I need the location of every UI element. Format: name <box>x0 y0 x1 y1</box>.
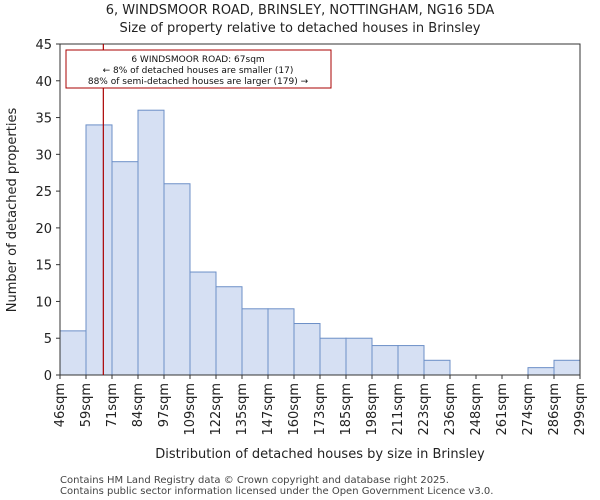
annotation-line-3: 88% of semi-detached houses are larger (… <box>88 77 309 87</box>
x-tick-label: 236sqm <box>443 383 458 436</box>
x-tick-label: 109sqm <box>183 383 198 436</box>
bar-223sqm <box>423 359 451 376</box>
bar-173sqm <box>319 337 347 376</box>
x-axis-label: Distribution of detached houses by size … <box>155 447 485 462</box>
x-tick-label: 97sqm <box>157 383 172 427</box>
y-tick-label: 30 <box>35 148 52 163</box>
bar-84sqm <box>137 109 165 376</box>
annotation-line-1: 6 WINDSMOOR ROAD: 67sqm <box>131 55 264 65</box>
bar-46sqm <box>59 330 87 376</box>
y-tick-label: 45 <box>35 38 52 53</box>
annotation-box: 6 WINDSMOOR ROAD: 67sqm ← 8% of detached… <box>65 49 332 89</box>
footer-line-1: Contains HM Land Registry data © Crown c… <box>60 475 449 486</box>
bar-286sqm <box>553 359 581 376</box>
y-axis-ticks: 0 5 10 15 20 25 30 35 40 45 <box>35 38 60 384</box>
annotation-frame <box>65 49 332 89</box>
x-tick-label: 261sqm <box>495 383 510 436</box>
x-tick-label: 274sqm <box>521 383 536 436</box>
x-tick-label: 59sqm <box>79 383 94 427</box>
x-tick-label: 46sqm <box>53 383 68 427</box>
x-tick-label: 160sqm <box>287 383 302 436</box>
y-tick-label: 40 <box>35 75 52 90</box>
chart-subtitle: Size of property relative to detached ho… <box>120 21 481 36</box>
x-tick-label: 173sqm <box>313 383 328 436</box>
x-tick-label: 211sqm <box>391 383 406 436</box>
bars <box>59 109 581 376</box>
footer-line-2: Contains public sector information licen… <box>60 486 493 497</box>
x-tick-label: 185sqm <box>339 383 354 436</box>
x-axis-ticks: 46sqm 59sqm 71sqm 84sqm 97sqm 109sqm 122sqm 135… <box>53 375 588 436</box>
y-tick-label: 25 <box>35 185 52 200</box>
x-tick-label: 299sqm <box>573 383 588 436</box>
bar-109sqm <box>189 271 217 376</box>
y-tick-label: 35 <box>35 112 52 127</box>
bar-147sqm <box>267 308 295 376</box>
bar-59sqm <box>85 124 113 376</box>
x-tick-label: 223sqm <box>417 383 432 436</box>
bar-274sqm <box>527 367 555 376</box>
bar-135sqm <box>241 308 269 376</box>
bar-97sqm <box>163 183 191 376</box>
plot-frame <box>59 43 581 376</box>
y-tick-label: 0 <box>44 369 52 384</box>
x-tick-label: 286sqm <box>547 383 562 436</box>
bar-211sqm <box>397 345 425 376</box>
bar-122sqm <box>215 286 243 376</box>
x-tick-label: 135sqm <box>235 383 250 436</box>
chart-title: 6, WINDSMOOR ROAD, BRINSLEY, NOTTINGHAM,… <box>106 3 495 18</box>
bar-160sqm <box>293 323 321 376</box>
x-tick-label: 198sqm <box>365 383 380 436</box>
annotation-line-2: ← 8% of detached houses are smaller (17) <box>103 66 294 76</box>
bar-71sqm <box>111 161 139 376</box>
y-tick-label: 15 <box>35 259 52 274</box>
x-tick-label: 248sqm <box>469 383 484 436</box>
bar-185sqm <box>345 337 373 376</box>
y-axis-label: Number of detached properties <box>5 108 20 313</box>
bar-198sqm <box>371 345 399 376</box>
y-tick-label: 10 <box>35 295 52 310</box>
x-tick-label: 122sqm <box>209 383 224 436</box>
x-tick-label: 71sqm <box>105 383 120 427</box>
x-tick-label: 84sqm <box>131 383 146 427</box>
y-tick-label: 20 <box>35 222 52 237</box>
y-tick-label: 5 <box>44 332 52 347</box>
x-tick-label: 147sqm <box>261 383 276 436</box>
